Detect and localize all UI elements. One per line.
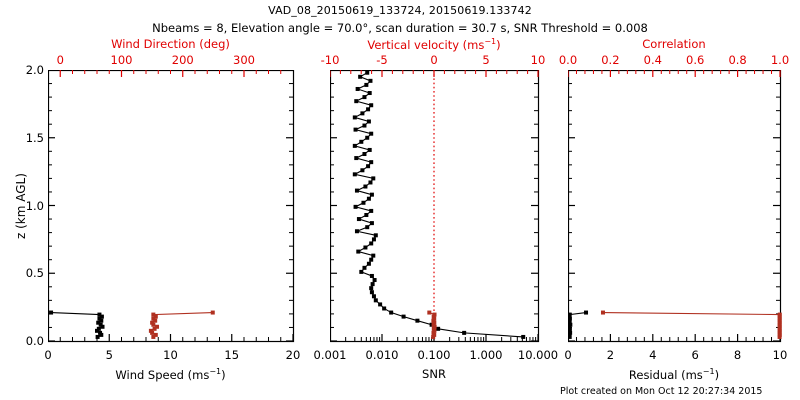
x-tick-label-top: 0.4 <box>643 53 662 67</box>
x-tick-label-top: -10 <box>320 53 340 67</box>
x-tick-label-bottom: 6 <box>691 348 699 362</box>
series-wind-direction <box>148 310 215 339</box>
y-tick-label: 0.0 <box>25 334 44 348</box>
x-tick-label-bottom: 20 <box>285 348 301 362</box>
x-axis-title-top: Vertical velocity (ms−1) <box>367 37 501 52</box>
x-tick-label-bottom: 0 <box>564 348 572 362</box>
x-tick-label-bottom: 10.000 <box>517 348 559 362</box>
y-tick-label: 2.0 <box>25 63 44 77</box>
x-axis-title-bottom: Wind Speed (ms−1) <box>115 367 226 382</box>
x-tick-label-bottom: 0.010 <box>365 348 399 362</box>
x-tick-label-bottom: 2 <box>606 348 615 362</box>
series-wind-speed <box>49 310 105 339</box>
x-tick-label-bottom: 10 <box>772 348 788 362</box>
x-tick-label-top: 0.6 <box>686 53 705 67</box>
plot-created-footer: Plot created on Mon Oct 12 20:27:34 2015 <box>560 386 763 397</box>
series-snr <box>352 70 526 339</box>
x-axis-title-bottom: Residual (ms−1) <box>628 367 720 382</box>
x-tick-label-top: 0.8 <box>728 53 747 67</box>
series-correlation <box>600 310 782 339</box>
x-tick-label-top: 200 <box>171 53 194 67</box>
x-tick-label-bottom: 15 <box>224 348 240 362</box>
series-residual <box>568 310 589 339</box>
x-tick-label-top: 0.0 <box>558 53 578 67</box>
x-tick-label-bottom: 0 <box>44 348 52 362</box>
page-title: VAD_08_20150619_133724, 20150619.133742 <box>268 4 532 17</box>
x-tick-label-bottom: 1.000 <box>469 348 503 362</box>
x-tick-label-top: 5 <box>482 53 490 67</box>
x-axis-title-top: Wind Direction (deg) <box>111 37 230 51</box>
x-tick-label-top: 0 <box>430 53 438 67</box>
series-vertical-velocity <box>427 310 437 339</box>
x-tick-label-bottom: 4 <box>649 348 657 362</box>
panel-residual-plotarea <box>568 70 782 343</box>
x-tick-label-bottom: 0.100 <box>417 348 451 362</box>
y-tick-label: 1.5 <box>25 130 44 145</box>
x-tick-label-bottom: 5 <box>105 348 113 362</box>
x-tick-label-top: 0.2 <box>601 53 620 67</box>
x-tick-label-top: 1.0 <box>770 53 790 67</box>
x-tick-label-top: 10 <box>530 53 546 67</box>
x-axis-title-top: Correlation <box>642 37 706 51</box>
x-axis-title-bottom: SNR <box>422 367 446 381</box>
x-tick-label-bottom: 8 <box>733 348 742 362</box>
x-tick-label-top: 300 <box>233 53 255 67</box>
scan-parameters-subtitle: Nbeams = 8, Elevation angle = 70.0°, sca… <box>152 21 648 35</box>
y-tick-label: 0.5 <box>25 266 44 281</box>
y-tick-label: 1.0 <box>25 198 44 213</box>
x-tick-label-bottom: 10 <box>163 348 178 362</box>
panel-wind-plotarea <box>48 70 295 343</box>
x-tick-label-top: -5 <box>376 53 388 67</box>
x-tick-label-bottom: 0.001 <box>313 348 347 362</box>
panel-snr-plotarea <box>330 70 540 343</box>
x-tick-label-top: 0 <box>56 53 64 67</box>
x-tick-label-top: 100 <box>110 53 133 67</box>
